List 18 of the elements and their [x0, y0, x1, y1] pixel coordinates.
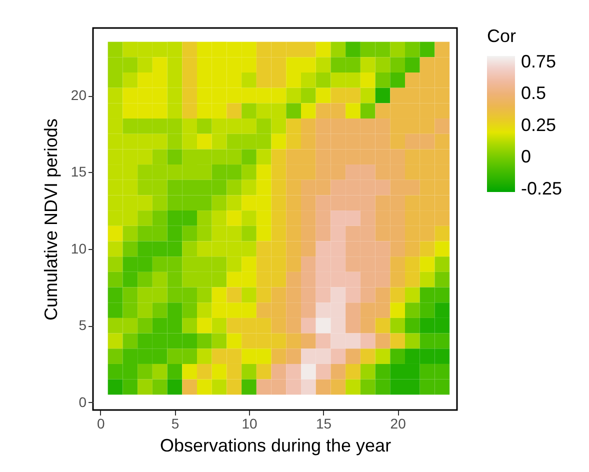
y-tick-label: 0	[78, 394, 87, 410]
x-tick-label: 20	[390, 416, 406, 432]
y-axis-title: Cumulative NDVI periods	[40, 118, 61, 321]
color-bar-title: Cor	[487, 26, 516, 46]
x-tick-label: 10	[242, 416, 258, 432]
x-tick-label: 0	[97, 416, 106, 432]
color-bar-label: 0	[521, 146, 532, 167]
y-tick-label: 10	[70, 240, 87, 256]
color-bar-label: -0.25	[521, 178, 562, 198]
x-tick-label: 15	[316, 416, 332, 432]
x-axis-title: Observations during the year	[160, 436, 392, 456]
y-tick-label: 15	[70, 164, 87, 180]
x-tick-label: 5	[171, 416, 180, 432]
color-bar-label: 0.5	[521, 83, 546, 104]
color-bar-label: 0.25	[521, 114, 556, 135]
y-tick-label: 5	[78, 317, 87, 334]
color-bar-label: 0.75	[521, 51, 556, 72]
y-tick-label: 20	[70, 87, 87, 103]
